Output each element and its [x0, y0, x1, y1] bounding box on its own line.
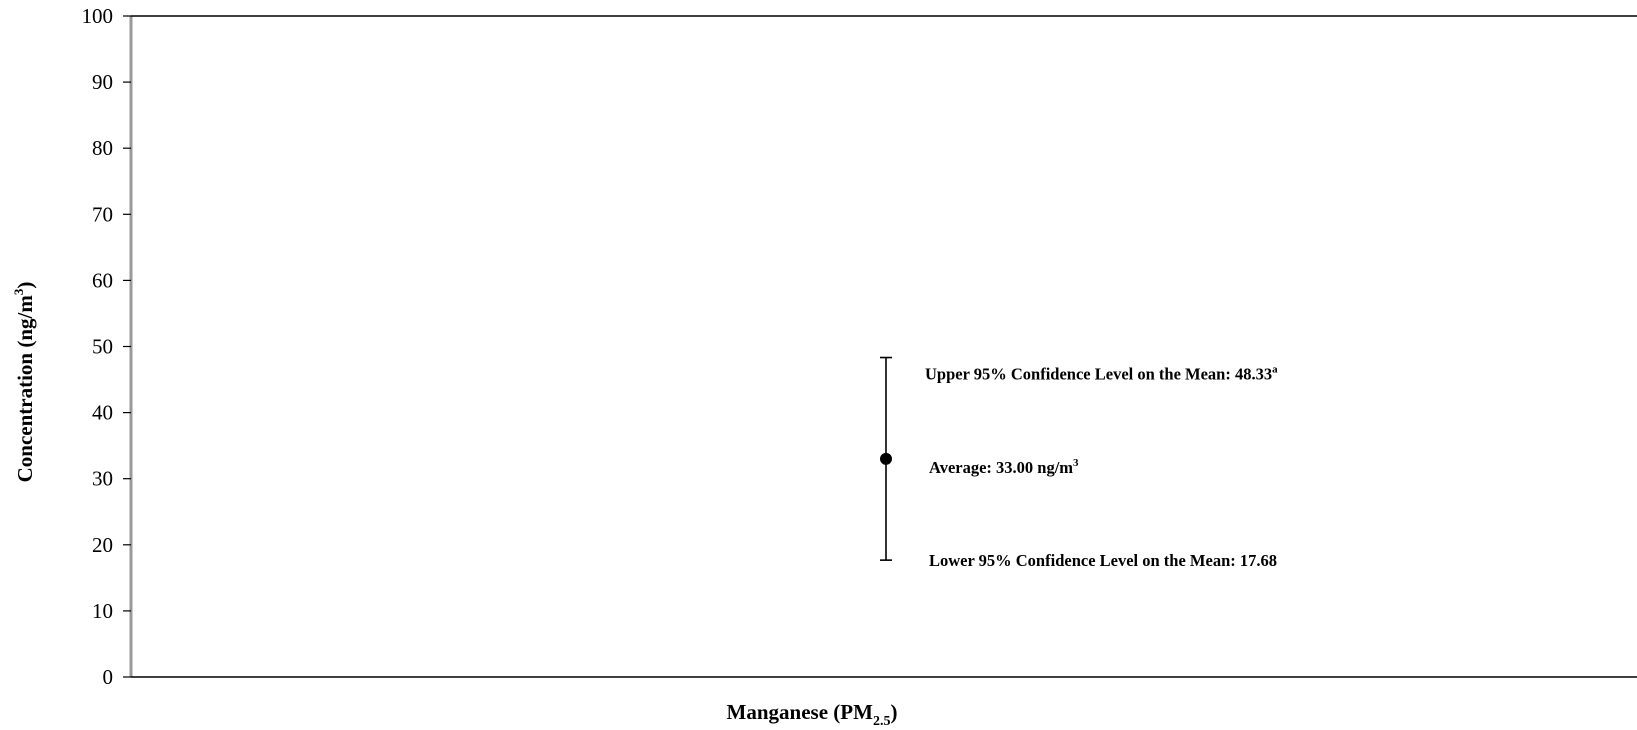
x-axis-title-text: Manganese (PM: [727, 700, 874, 724]
y-ticks: 0 10 20 30 40 50 60 70 80 90 100: [82, 4, 131, 689]
y-tick-label: 0: [103, 665, 114, 689]
annotation-lower: Lower 95% Confidence Level on the Mean: …: [929, 551, 1277, 570]
annotation-upper-text: Upper 95% Confidence Level on the Mean: …: [925, 365, 1272, 384]
annotation-upper-sup: a: [1272, 364, 1278, 376]
y-tick-label: 90: [92, 70, 113, 94]
annotation-upper: Upper 95% Confidence Level on the Mean: …: [925, 364, 1278, 384]
annotation-mean-text: Average: 33.00 ng/m: [929, 458, 1073, 477]
x-axis-title: Manganese (PM2.5): [727, 700, 898, 729]
annotation-lower-text: Lower 95% Confidence Level on the Mean: …: [929, 551, 1277, 570]
y-tick-label: 20: [92, 533, 113, 557]
y-tick-label: 100: [82, 4, 114, 28]
annotation-mean: Average: 33.00 ng/m3: [929, 457, 1079, 477]
y-tick-label: 40: [92, 401, 113, 425]
y-tick-label: 60: [92, 268, 113, 292]
x-axis-title-sub: 2.5: [873, 714, 891, 729]
annotation-mean-sup: 3: [1073, 457, 1079, 469]
y-axis-title-sup: 3: [11, 288, 26, 295]
y-axis-title: Concentration (ng/m3): [11, 282, 37, 483]
y-axis-title-end: ): [13, 282, 37, 289]
y-tick-label: 10: [92, 599, 113, 623]
mean-point: [880, 452, 892, 465]
y-tick-label: 70: [92, 202, 113, 226]
y-tick-label: 50: [92, 335, 113, 359]
y-axis-title-text: Concentration (ng/m: [13, 295, 37, 483]
x-axis-title-end: ): [890, 700, 897, 724]
y-tick-label: 80: [92, 136, 113, 160]
y-tick-label: 30: [92, 467, 113, 491]
